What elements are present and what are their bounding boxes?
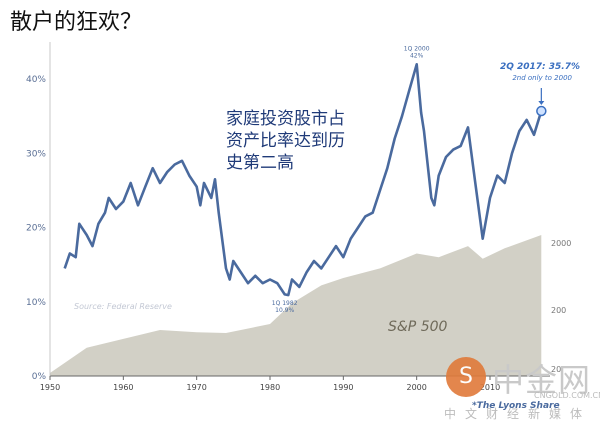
point-value-0: 10.9%: [275, 307, 294, 314]
x-tick-label-2000: 2000: [406, 383, 426, 392]
x-tick-label-2010: 2010: [480, 383, 500, 392]
y-tick-label-0: 0%: [32, 372, 47, 382]
y-tick-label-10: 10%: [26, 298, 46, 308]
annotation-line-3: 史第二高: [226, 153, 294, 173]
point-label-0: 1Q 1982: [272, 300, 298, 307]
callout-title: 2Q 2017: 35.7%: [500, 62, 580, 72]
y-tick-label-30: 30%: [26, 149, 46, 159]
y2-tick-label-20: 20: [551, 365, 561, 374]
source-note: Source: Federal Reserve: [74, 302, 172, 311]
callout-arrowhead: [538, 101, 545, 106]
credit-note: *The Lyons Share: [472, 401, 560, 411]
watermark-subtitle: 中文财经新媒体: [444, 407, 592, 421]
chart-title: 散户的狂欢？: [10, 10, 143, 35]
y2-tick-label-200: 200: [551, 306, 566, 315]
equity-share-line: [63, 63, 543, 297]
callout-subtitle: 2nd only to 2000: [512, 74, 572, 82]
y-tick-label-20: 20%: [26, 224, 46, 234]
x-tick-label-1950: 1950: [40, 383, 60, 392]
annotation-line-2: 资产比率达到历: [226, 131, 345, 151]
sp500-area: [50, 235, 542, 376]
x-tick-label-1980: 1980: [260, 383, 280, 392]
y-tick-label-40: 40%: [26, 75, 46, 85]
x-tick-label-1990: 1990: [333, 383, 353, 392]
point-label-1: 1Q 2000: [404, 45, 430, 52]
x-tick-label-1970: 1970: [186, 383, 206, 392]
watermark-name: 中金网: [492, 361, 592, 399]
annotation-text: 家庭投资股市占 资产比率达到历 史第二高: [226, 108, 376, 174]
sp500-label: S&P 500: [388, 319, 448, 335]
annotation-line-1: 家庭投资股市占: [226, 109, 345, 129]
x-tick-label-1960: 1960: [113, 383, 133, 392]
watermark: S 中金网 CNGOLD.COM.CN 中文财经新媒体: [444, 353, 600, 427]
point-value-1: 42%: [410, 52, 424, 59]
watermark-logo-icon: S: [446, 357, 486, 397]
watermark-url: CNGOLD.COM.CN: [534, 391, 600, 400]
y2-tick-label-2000: 2000: [551, 239, 571, 248]
latest-point-marker: [536, 105, 547, 117]
